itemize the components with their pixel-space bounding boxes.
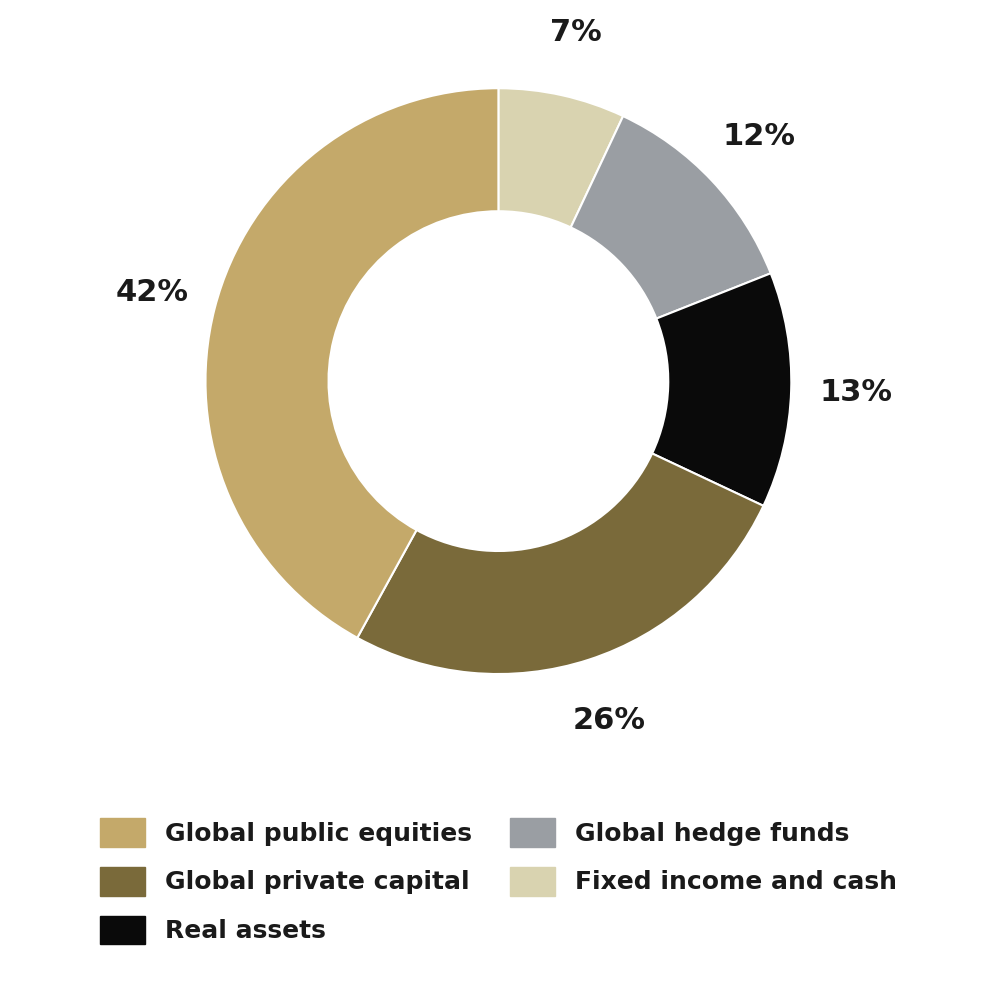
- Wedge shape: [498, 88, 623, 227]
- Wedge shape: [652, 273, 792, 506]
- Wedge shape: [571, 116, 771, 318]
- Text: 7%: 7%: [551, 18, 603, 47]
- Text: 26%: 26%: [573, 707, 646, 736]
- Legend: Global public equities, Global private capital, Real assets, Global hedge funds,: Global public equities, Global private c…: [90, 808, 907, 954]
- Wedge shape: [205, 88, 498, 638]
- Text: 12%: 12%: [723, 122, 796, 151]
- Text: 13%: 13%: [819, 377, 892, 406]
- Wedge shape: [357, 453, 764, 674]
- Text: 42%: 42%: [116, 277, 189, 306]
